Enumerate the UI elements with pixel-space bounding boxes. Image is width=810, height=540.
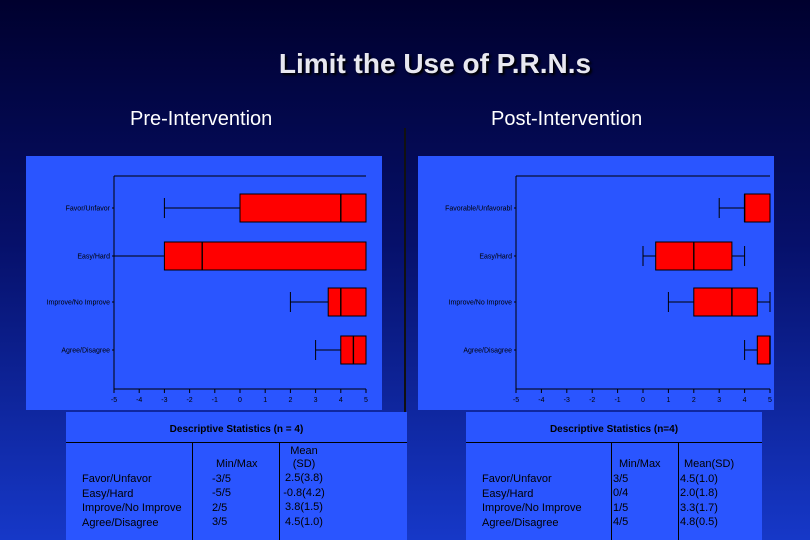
box [239,193,367,223]
post-stats-rule [466,442,762,443]
post-mean-value: 4.8(0.5) [680,516,718,528]
category-label: Improve/No Improve [449,300,513,307]
x-tick-label: 3 [314,397,318,404]
post-mean-value: 3.3(1.7) [680,501,718,514]
pre-stats-column-divider [192,442,193,540]
pre-stats-title: Descriptive Statistics (n = 4) [169,424,304,435]
x-tick-label: 4 [743,397,747,404]
box [744,193,771,223]
box [693,287,758,317]
pre-mean-header-sd: (SD) [292,458,316,470]
pre-descriptive-statistics: Descriptive Statistics (n = 4) Favor/Unf… [66,412,407,540]
pre-stats-rule [66,442,407,443]
category-label: Favor/Unfavor [66,206,111,213]
x-tick-label: -5 [111,397,117,404]
category-label: Agree/Disagree [463,348,512,355]
pre-mean-value: -0.8(4.2) [283,486,325,499]
post-row-label: Agree/Disagree [482,516,559,529]
post-mean-column: Mean(SD) 4.5(1.0) 2.0(1.8) 3.3(1.7) 4.8(… [680,457,734,530]
x-tick-label: 2 [288,397,292,404]
pre-minmax-value: -5/5 [212,487,231,499]
post-stats-row-labels: Favor/Unfavor Easy/Hard Improve/No Impro… [482,472,582,530]
x-tick-label: -3 [564,397,570,404]
x-tick-label: 5 [364,397,368,404]
pre-boxplot-panel: -5 -4 -3 -2 -1 0 1 2 3 4 5 Favor/Unfavor Easy/Hard Im… [26,156,382,410]
post-minmax-value: 1/5 [613,501,629,514]
pre-boxplot-chart: -5 -4 -3 -2 -1 0 1 2 3 4 5 Favor/Unfavor Easy/Hard Im… [47,175,368,404]
pre-intervention-heading: Pre-Intervention [130,108,273,130]
category-label: Improve/No Improve [47,300,111,307]
post-boxplot-panel: -5 -4 -3 -2 -1 0 1 2 3 4 5 Favorable/Unfavorabl Easy… [418,156,774,410]
x-tick-label: -4 [136,397,142,404]
x-tick-label: 1 [666,397,670,404]
post-stats-title: Descriptive Statistics (n=4) [549,424,679,435]
category-label: Agree/Disagree [61,348,110,355]
box [163,241,367,271]
post-mean-header: Mean(SD) [684,458,735,470]
post-mean-value: 2.0(1.8) [680,487,718,499]
pre-row-label: Favor/Unfavor [82,473,152,485]
x-tick-label: 1 [263,397,267,404]
x-tick-label: 3 [717,397,721,404]
pre-stats-column-divider [279,442,280,540]
x-tick-label: 5 [768,397,772,404]
x-tick-label: 4 [339,397,343,404]
pre-row-label: Improve/No Improve [82,502,182,514]
post-minmax-header: Min/Max [619,458,661,470]
x-tick-label: -2 [186,397,192,404]
x-tick-label: -2 [589,397,595,404]
pre-row-label: Easy/Hard [82,487,134,500]
post-descriptive-statistics: Descriptive Statistics (n=4) Favor/Unfav… [466,412,762,540]
box [327,287,367,317]
x-tick-label: 2 [692,397,696,404]
pre-minmax-value: 2/5 [212,501,228,514]
x-tick-label: -3 [161,397,167,404]
x-tick-label: 0 [238,397,242,404]
box [756,335,771,365]
pre-mean-value: 2.5(3.8) [285,472,323,484]
post-minmax-column: Min/Max 3/5 0/4 1/5 4/5 [613,457,661,530]
pre-minmax-column: Min/Max -3/5 -5/5 2/5 3/5 [212,457,258,530]
post-boxplot-chart: -5 -4 -3 -2 -1 0 1 2 3 4 5 Favorable/Unfavorabl Easy… [445,175,772,404]
pre-minmax-value: 3/5 [212,516,228,528]
post-minmax-value: 4/5 [613,516,629,528]
category-label: Favorable/Unfavorabl [445,206,512,213]
post-minmax-value: 0/4 [613,487,629,499]
post-row-label: Improve/No Improve [482,502,582,514]
panel-divider [404,128,406,540]
x-tick-label: 0 [641,397,645,404]
pre-row-label: Agree/Disagree [82,516,159,529]
pre-mean-value: 3.8(1.5) [285,501,323,513]
pre-stats-row-labels: Favor/Unfavor Easy/Hard Improve/No Impro… [82,472,182,530]
category-label: Easy/Hard [77,254,110,261]
pre-mean-header: Mean [290,445,318,457]
pre-minmax-header: Min/Max [216,458,258,470]
post-mean-value: 4.5(1.0) [680,472,718,485]
x-tick-label: -4 [538,397,544,404]
post-row-label: Favor/Unfavor [482,473,552,485]
x-tick-label: -1 [614,397,620,404]
x-tick-label: -5 [513,397,519,404]
pre-mean-column: Mean (SD) 2.5(3.8) -0.8(4.2) 3.8(1.5) 4.… [276,445,332,529]
post-minmax-value: 3/5 [613,472,629,485]
category-label: Easy/Hard [479,254,512,261]
post-row-label: Easy/Hard [482,487,534,500]
slide-title: Limit the Use of P.R.N.s [278,48,592,79]
post-intervention-heading: Post-Intervention [491,108,643,130]
x-tick-label: -1 [212,397,218,404]
post-stats-column-divider [611,442,612,540]
pre-mean-value: 4.5(1.0) [285,515,323,528]
post-stats-column-divider [678,442,679,540]
pre-minmax-value: -3/5 [212,472,231,485]
